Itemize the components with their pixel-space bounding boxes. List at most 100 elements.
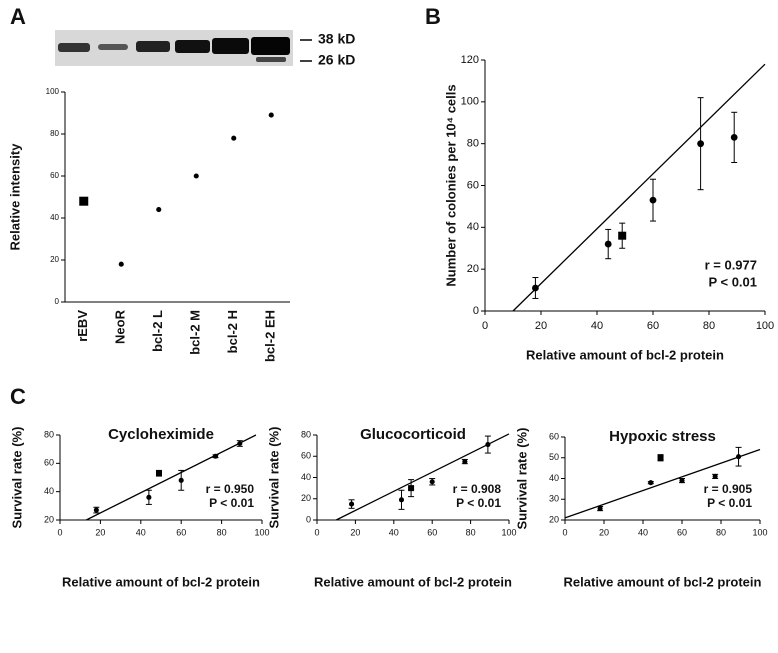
y-tick-label: 60 [549,431,559,441]
y-tick-label: 50 [549,452,559,462]
stat-r: r = 0.905 [704,482,753,496]
x-tick-label: 0 [562,527,567,537]
stat-p: P < 0.01 [209,496,254,510]
y-tick-label: 60 [50,171,59,180]
x-tick-label: 40 [136,527,146,537]
y-tick-label: 100 [461,96,479,108]
data-point [532,284,539,292]
data-point [697,140,704,148]
x-tick-label: bcl-2 L [150,310,165,352]
y-tick-label: 80 [44,429,54,439]
data-point [462,459,468,465]
x-tick-label: 20 [535,320,547,332]
y-tick-label: 40 [50,213,59,222]
y-axis-label: Number of colonies per 10⁴ cells [443,84,458,286]
blot-band [136,41,170,52]
blot-band [58,43,90,52]
x-tick-label: 40 [389,527,399,537]
x-tick-label: 20 [599,527,609,537]
stat-p: P < 0.01 [708,274,757,289]
blot-band [98,44,128,50]
blot-size-label: 26 kD [318,52,355,68]
blot-size-label: 38 kD [318,31,355,47]
stat-p: P < 0.01 [707,496,752,510]
regression-line [85,434,257,521]
data-point [679,478,685,484]
x-tick-label: NeoR [113,309,128,344]
x-axis-label: Relative amount of bcl-2 protein [526,347,724,362]
y-tick-label: 20 [549,514,559,524]
data-point [231,135,237,141]
y-tick-label: 60 [467,179,479,191]
x-tick-label: 80 [703,320,715,332]
stat-r: r = 0.908 [453,482,502,496]
x-tick-label: 60 [677,527,687,537]
y-tick-label: 40 [44,486,54,496]
x-tick-label: rEBV [75,310,90,342]
x-tick-label: 0 [57,527,62,537]
y-tick-label: 20 [467,263,479,275]
x-tick-label: 100 [752,527,767,537]
y-tick-label: 0 [306,514,311,524]
blot-band [256,57,286,62]
data-point [93,507,99,513]
chart-title: Cycloheximide [108,426,214,443]
x-tick-label: 100 [756,320,774,332]
x-tick-label: bcl-2 EH [263,310,278,362]
x-axis-label: Relative amount of bcl-2 protein [62,574,260,589]
data-point [730,133,738,141]
x-tick-label: 60 [427,527,437,537]
x-tick-label: 80 [716,527,726,537]
y-axis-label: Relative intensity [7,143,22,251]
chart-title: Hypoxic stress [609,428,716,445]
y-tick-label: 100 [46,87,60,96]
western-blot [55,30,312,66]
regression-line [335,433,510,521]
y-tick-label: 80 [50,129,59,138]
x-tick-label: 100 [501,527,516,537]
data-point [178,477,184,483]
y-tick-label: 60 [301,451,311,461]
y-tick-label: 0 [473,305,479,317]
data-point [736,454,742,460]
data-point [146,494,152,500]
y-tick-label: 0 [55,297,60,306]
data-point [268,112,274,118]
data-point [156,207,162,213]
data-point [657,454,664,461]
x-tick-label: 40 [638,527,648,537]
x-tick-label: 20 [350,527,360,537]
y-axis-label: Survival rate (%) [514,428,529,530]
y-tick-label: 40 [549,473,559,483]
panel-label: B [425,4,441,29]
y-tick-label: 80 [301,429,311,439]
x-tick-label: 80 [466,527,476,537]
data-point [193,173,199,179]
y-tick-label: 80 [467,138,479,150]
y-tick-label: 40 [467,221,479,233]
data-point [648,480,654,486]
x-tick-label: 20 [95,527,105,537]
x-tick-label: 80 [217,527,227,537]
data-point [155,470,162,477]
data-point [212,453,219,459]
data-point [712,473,718,479]
y-tick-label: 20 [301,493,311,503]
x-tick-label: 0 [314,527,319,537]
chart-title: Glucocorticoid [360,426,466,443]
data-point [349,501,355,507]
data-point [408,485,415,492]
y-tick-label: 60 [44,458,54,468]
data-point [237,440,243,447]
y-tick-label: 40 [301,472,311,482]
stat-p: P < 0.01 [456,496,501,510]
y-tick-label: 20 [44,514,54,524]
y-axis-label: Survival rate (%) [9,427,24,529]
y-tick-label: 120 [461,54,479,66]
x-tick-label: 0 [482,320,488,332]
data-point [649,196,657,204]
data-point [79,196,89,206]
stat-r: r = 0.977 [705,257,757,272]
